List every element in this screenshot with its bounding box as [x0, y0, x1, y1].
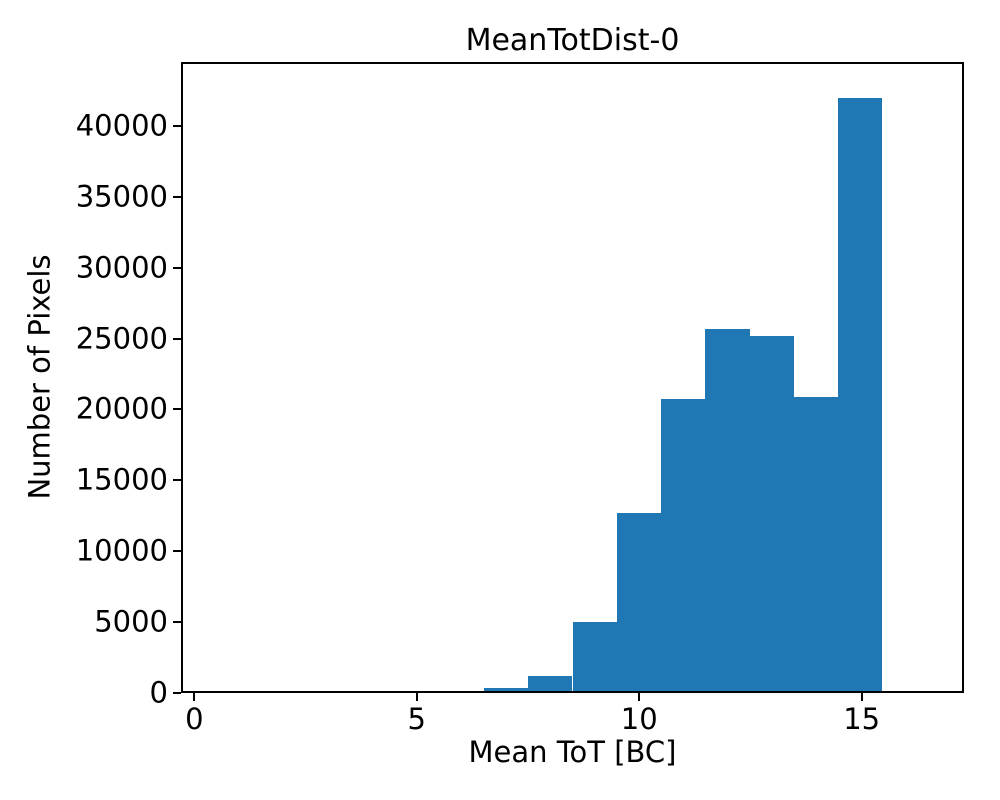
- y-tick-label: 5000: [94, 604, 168, 639]
- y-tick-mark: [173, 621, 181, 624]
- x-tick-label: 0: [185, 702, 204, 736]
- x-tick-label: 15: [843, 702, 881, 736]
- histogram-bar: [616, 513, 661, 691]
- x-axis-label: Mean ToT [BC]: [468, 735, 677, 769]
- plot-area: [181, 62, 964, 693]
- y-tick-label: 35000: [75, 179, 168, 214]
- y-tick-label: 25000: [75, 321, 168, 355]
- chart-title: MeanTotDist-0: [465, 23, 680, 58]
- y-tick-label: 0: [149, 675, 168, 710]
- y-tick-mark: [173, 337, 181, 340]
- x-tick-label: 10: [620, 702, 658, 736]
- histogram-bar: [749, 335, 794, 691]
- y-tick-mark: [173, 479, 181, 482]
- histogram-bar: [528, 675, 573, 691]
- y-tick-mark: [173, 550, 181, 553]
- histogram-bar: [661, 399, 706, 691]
- histogram-bar: [838, 97, 883, 691]
- y-tick-label: 40000: [75, 108, 168, 143]
- y-tick-label: 30000: [75, 250, 168, 285]
- y-tick-mark: [173, 195, 181, 198]
- y-tick-label: 20000: [75, 391, 168, 426]
- histogram-bar: [793, 396, 839, 691]
- y-tick-label: 15000: [75, 462, 168, 497]
- y-axis-label: Number of Pixels: [22, 254, 57, 500]
- y-tick-mark: [173, 124, 181, 127]
- y-tick-mark: [173, 692, 181, 694]
- x-tick-mark: [860, 693, 863, 701]
- histogram-bar: [483, 688, 529, 691]
- x-tick-mark: [193, 693, 196, 701]
- x-tick-label: 5: [407, 702, 427, 736]
- histogram-bar: [572, 621, 617, 691]
- histogram-bar: [705, 328, 750, 691]
- y-tick-mark: [173, 408, 181, 411]
- y-tick-label: 10000: [75, 533, 168, 568]
- x-tick-mark: [415, 693, 418, 701]
- y-tick-mark: [173, 266, 181, 269]
- x-tick-mark: [638, 693, 641, 701]
